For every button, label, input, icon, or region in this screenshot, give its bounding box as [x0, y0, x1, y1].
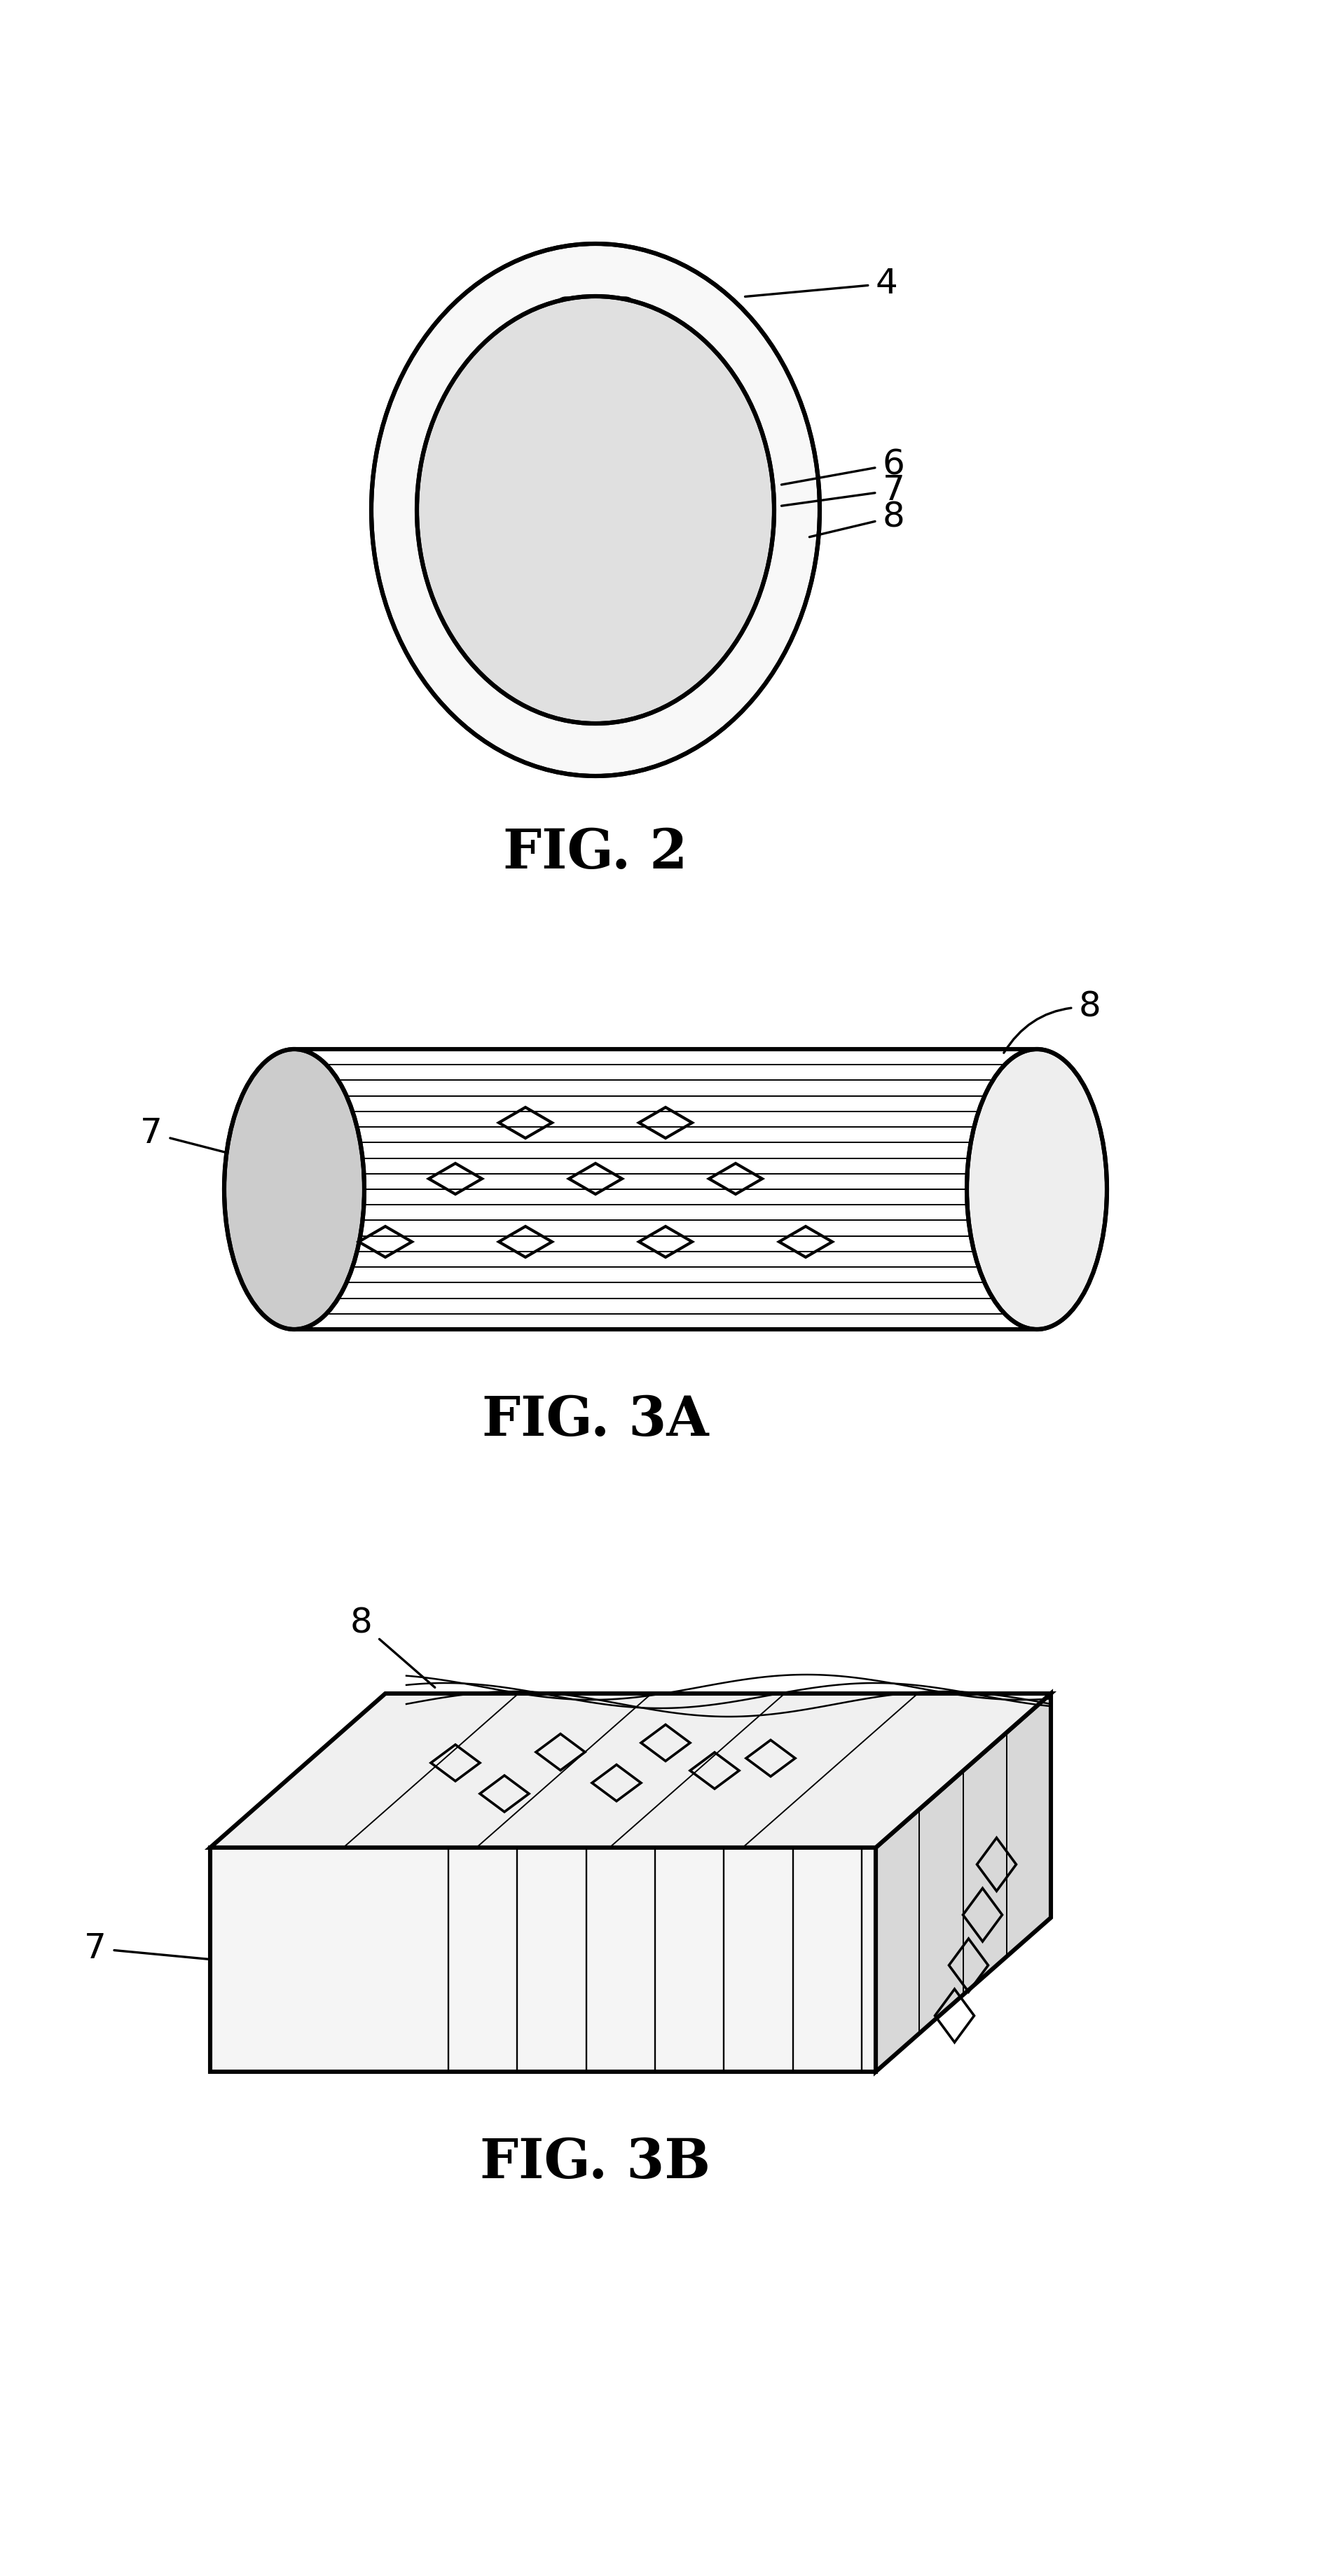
Text: FIG. 3A: FIG. 3A	[483, 1394, 709, 1448]
Text: 7: 7	[85, 1932, 210, 1965]
Text: 7: 7	[781, 474, 906, 507]
Ellipse shape	[225, 1048, 365, 1329]
Text: FIG. 3B: FIG. 3B	[480, 2136, 711, 2190]
Polygon shape	[210, 1692, 1051, 1847]
Polygon shape	[210, 1847, 875, 2071]
Ellipse shape	[416, 296, 775, 724]
Text: FIG. 2: FIG. 2	[504, 827, 687, 878]
Text: 6: 6	[781, 448, 906, 484]
Ellipse shape	[966, 1048, 1107, 1329]
Text: 8: 8	[350, 1607, 435, 1687]
Text: 4: 4	[746, 268, 898, 301]
Text: 8: 8	[809, 500, 906, 536]
Text: 7: 7	[140, 1115, 283, 1167]
Polygon shape	[875, 1692, 1051, 2071]
Ellipse shape	[371, 245, 820, 775]
Text: 8: 8	[1003, 989, 1101, 1054]
